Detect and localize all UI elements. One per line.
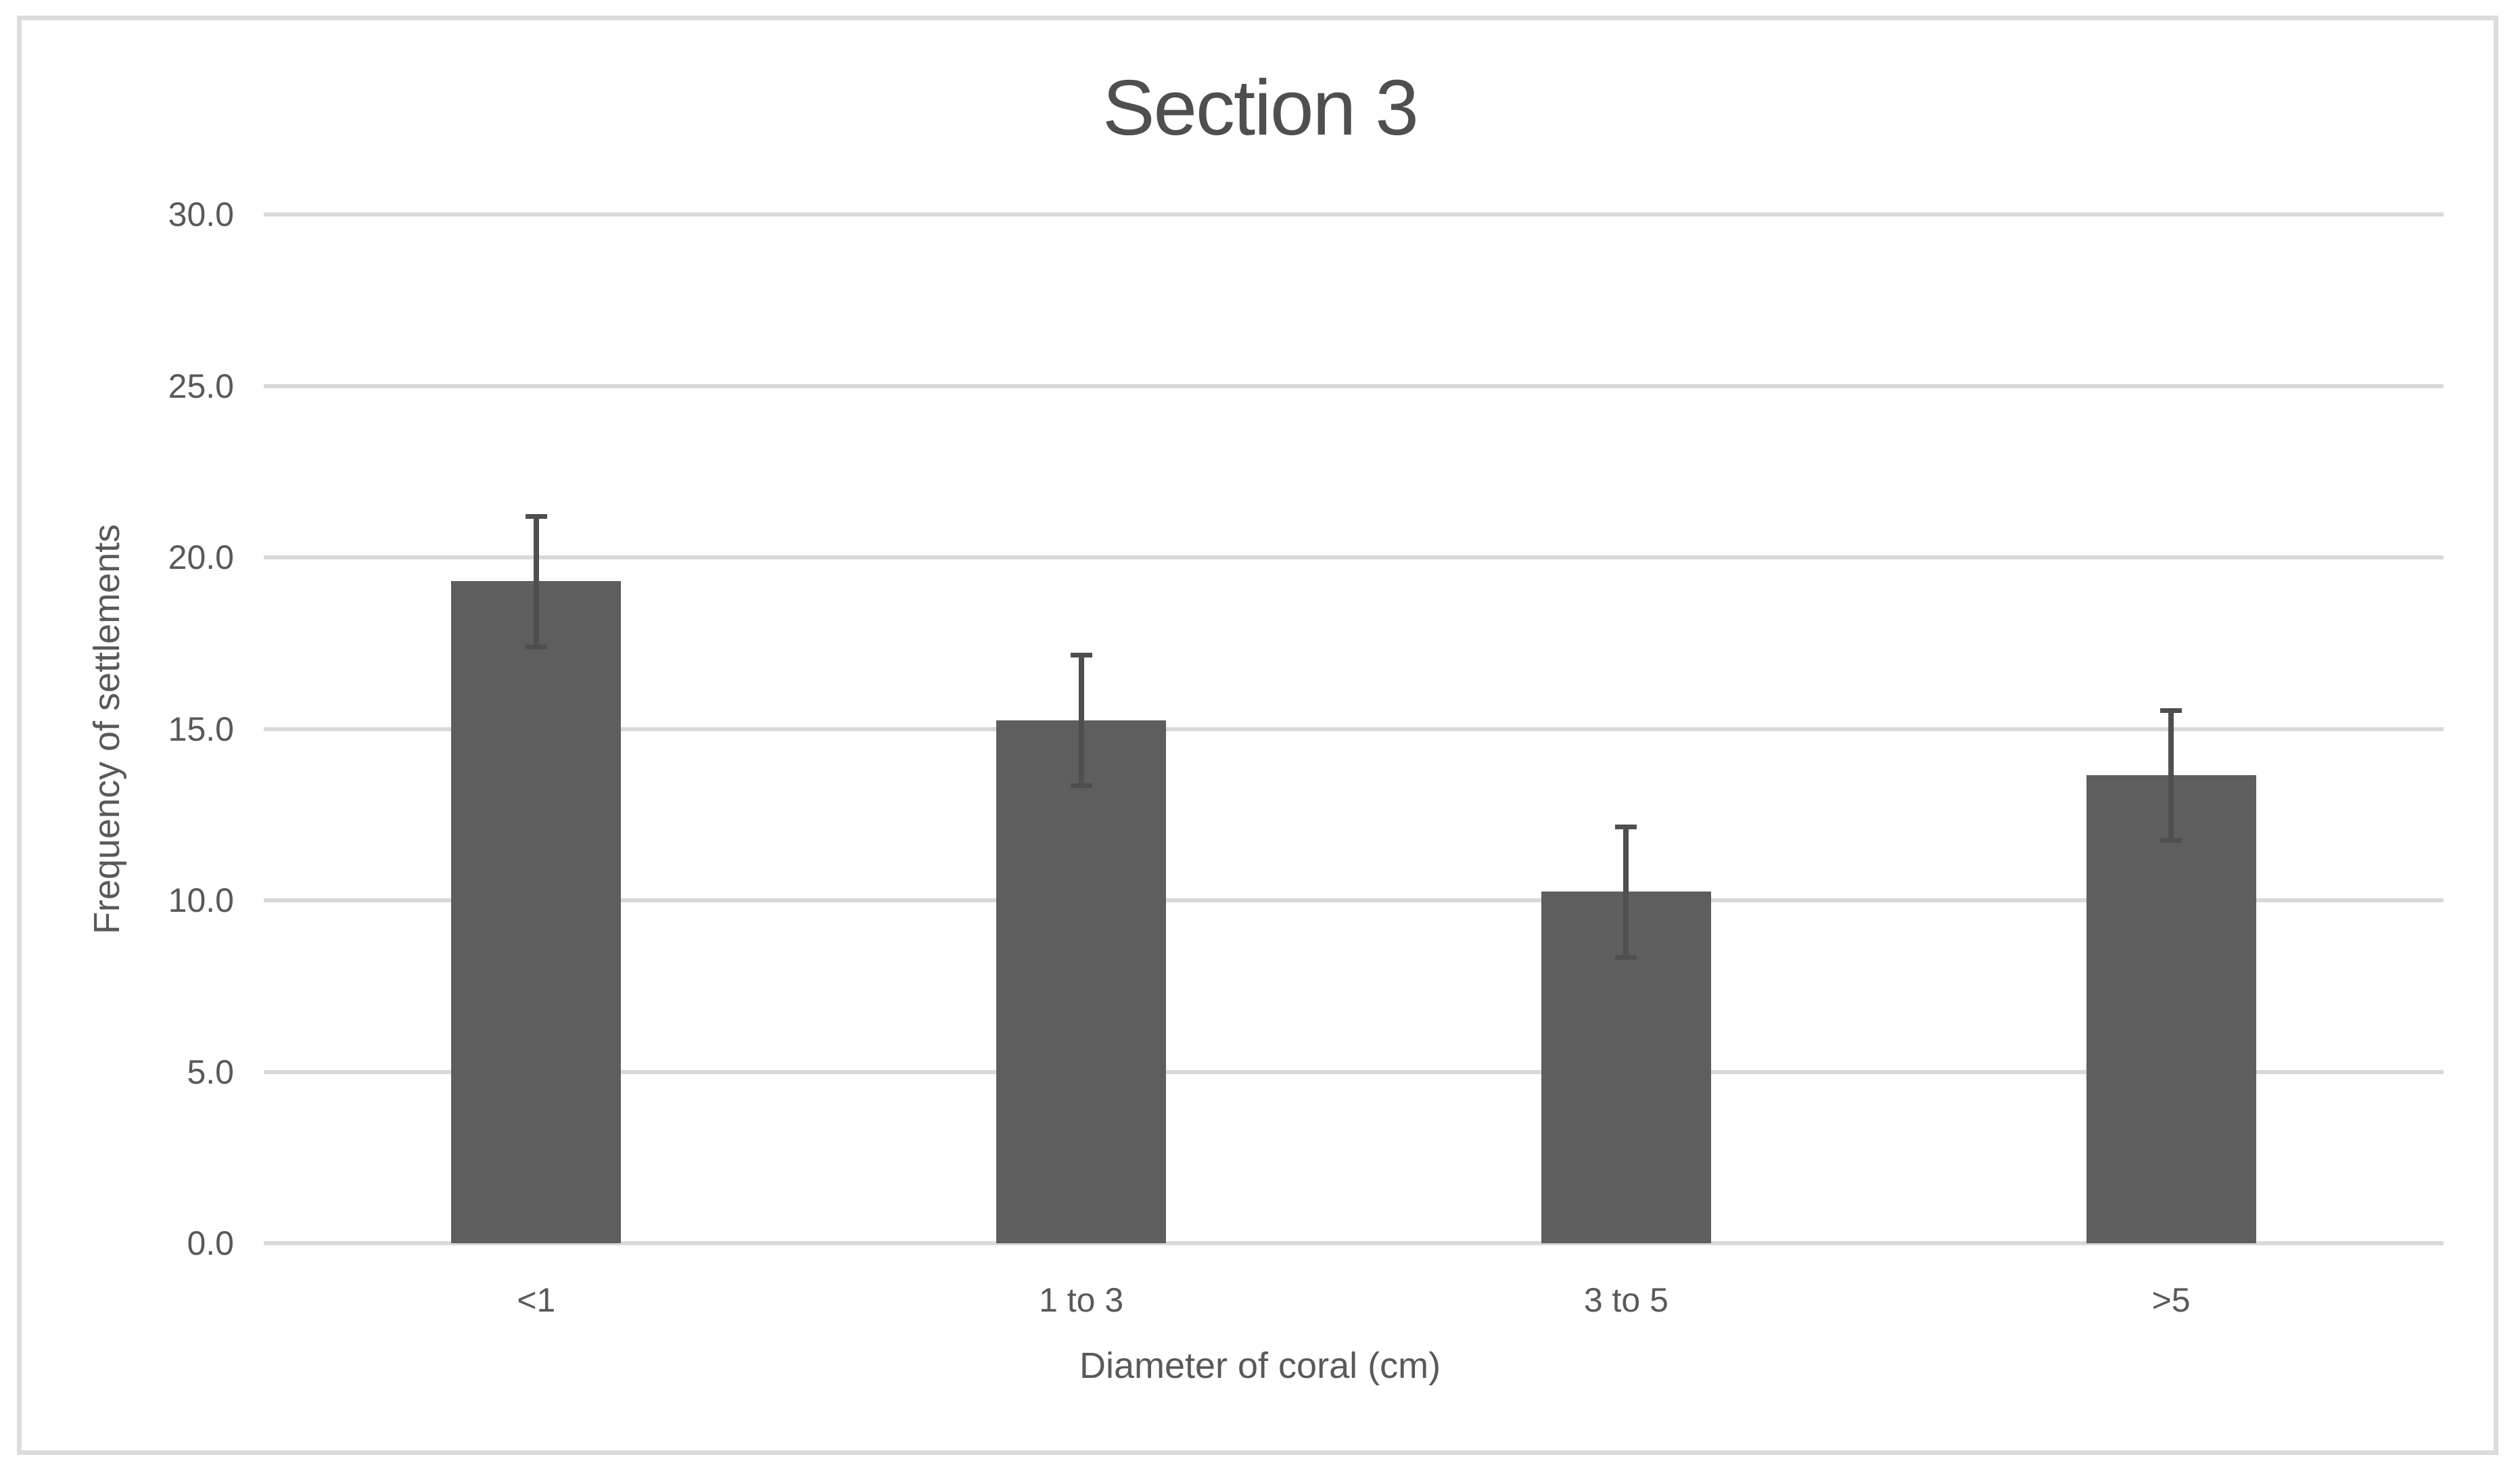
error-bar-stem (533, 516, 539, 647)
y-axis-tick-label: 20.0 (168, 538, 234, 576)
gridline (264, 898, 2444, 902)
gridline (264, 555, 2444, 559)
gridline (264, 212, 2444, 216)
bar (451, 581, 622, 1243)
error-bar-stem (1623, 826, 1629, 957)
x-axis-category-label: 1 to 3 (1039, 1281, 1124, 1319)
error-bar-cap (1615, 824, 1637, 829)
y-axis-tick-label: 25.0 (168, 367, 234, 405)
y-axis-tick-label: 0.0 (187, 1224, 234, 1262)
error-bar-cap (1070, 653, 1092, 658)
error-bar-stem (1078, 655, 1084, 786)
y-axis-tick-label: 30.0 (168, 195, 234, 233)
y-axis-tick-label: 15.0 (168, 710, 234, 748)
gridline (264, 1069, 2444, 1074)
x-axis-category-label: 3 to 5 (1583, 1281, 1669, 1319)
chart-border (17, 16, 2498, 1455)
bar (2086, 774, 2256, 1243)
error-bar-stem (2168, 710, 2174, 841)
x-axis-category-label: <1 (517, 1281, 556, 1319)
y-axis-tick-label: 5.0 (187, 1053, 234, 1091)
chart-title: Section 3 (1102, 64, 1419, 152)
x-axis-title: Diameter of coral (cm) (1079, 1345, 1441, 1386)
y-axis-tick-label: 10.0 (168, 881, 234, 919)
error-bar-cap (525, 514, 547, 519)
bar (996, 720, 1167, 1243)
x-axis-category-label: >5 (2151, 1281, 2191, 1319)
gridline (264, 1241, 2444, 1245)
error-bar-cap (2160, 708, 2183, 713)
error-bar-cap (1615, 954, 1637, 960)
gridline (264, 384, 2444, 388)
error-bar-cap (1070, 783, 1092, 789)
error-bar-cap (2160, 838, 2183, 843)
gridline (264, 726, 2444, 731)
error-bar-cap (525, 644, 547, 649)
